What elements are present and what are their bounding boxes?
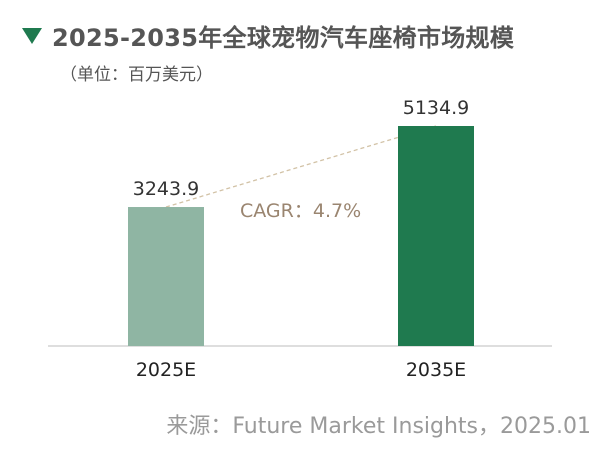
category-label-2025E: 2025E [136, 359, 196, 381]
unit-label: （单位：百万美元） [60, 65, 213, 85]
cagr-trend-line [165, 125, 437, 208]
chart-title: 2025-2035年全球宠物汽车座椅市场规模 [52, 24, 515, 52]
bar-chart: CAGR：4.7% 3243.9 2025E 5134.9 2035E [48, 97, 552, 381]
triangle-marker-icon [22, 27, 42, 44]
bar-2025E [128, 207, 204, 346]
bar-2035E [398, 126, 474, 346]
category-label-2035E: 2035E [406, 359, 466, 381]
source-note: 来源：Future Market Insights，2025.01 [166, 414, 591, 439]
value-label-2025E: 3243.9 [133, 178, 199, 200]
value-label-2035E: 5134.9 [403, 97, 469, 119]
chart-title-row: 2025-2035年全球宠物汽车座椅市场规模 [22, 18, 514, 53]
cagr-annotation: CAGR：4.7% [240, 200, 361, 222]
